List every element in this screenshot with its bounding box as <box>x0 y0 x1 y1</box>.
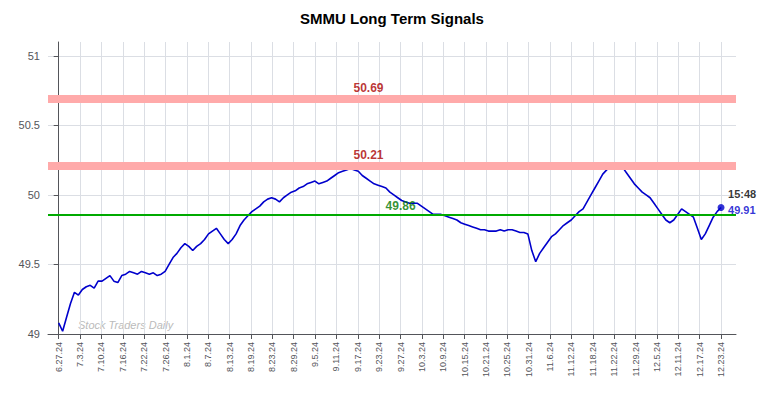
svg-text:10.15.24: 10.15.24 <box>460 342 470 377</box>
svg-text:8.23.24: 8.23.24 <box>267 342 277 372</box>
svg-text:7.22.24: 7.22.24 <box>139 342 149 372</box>
svg-text:49.86: 49.86 <box>386 199 416 213</box>
svg-text:12.5.24: 12.5.24 <box>652 342 662 372</box>
svg-text:15:48: 15:48 <box>728 188 756 200</box>
svg-text:49.91: 49.91 <box>728 204 756 216</box>
svg-text:9.27.24: 9.27.24 <box>396 342 406 372</box>
svg-text:11.6.24: 11.6.24 <box>545 342 555 371</box>
svg-text:49: 49 <box>28 328 40 340</box>
svg-text:9.23.24: 9.23.24 <box>374 342 384 372</box>
svg-text:11.29.24: 11.29.24 <box>631 342 641 376</box>
svg-text:11.18.24: 11.18.24 <box>588 342 598 376</box>
svg-text:7.26.24: 7.26.24 <box>161 342 171 372</box>
svg-text:7.3.24: 7.3.24 <box>75 342 85 367</box>
svg-text:50.69: 50.69 <box>353 81 383 95</box>
svg-text:7.16.24: 7.16.24 <box>118 342 128 372</box>
svg-text:7.10.24: 7.10.24 <box>96 342 106 372</box>
svg-text:10.25.24: 10.25.24 <box>502 342 512 377</box>
svg-text:10.31.24: 10.31.24 <box>524 342 534 377</box>
svg-text:8.1.24: 8.1.24 <box>182 342 192 367</box>
svg-text:49.5: 49.5 <box>19 258 40 270</box>
svg-text:50.21: 50.21 <box>353 148 383 162</box>
svg-text:Stock Traders Daily: Stock Traders Daily <box>78 319 175 331</box>
svg-text:51: 51 <box>28 50 40 62</box>
svg-text:8.13.24: 8.13.24 <box>225 342 235 372</box>
svg-text:SMMU Long Term Signals: SMMU Long Term Signals <box>300 10 484 27</box>
svg-text:10.9.24: 10.9.24 <box>438 342 448 372</box>
svg-text:10.21.24: 10.21.24 <box>481 342 491 377</box>
svg-text:9.17.24: 9.17.24 <box>353 342 363 372</box>
svg-text:9.11.24: 9.11.24 <box>331 342 341 371</box>
svg-text:12.23.24: 12.23.24 <box>716 342 726 377</box>
svg-text:8.19.24: 8.19.24 <box>246 342 256 372</box>
svg-text:11.22.24: 11.22.24 <box>609 342 619 376</box>
svg-text:12.17.24: 12.17.24 <box>695 342 705 377</box>
svg-text:8.29.24: 8.29.24 <box>289 342 299 372</box>
svg-text:8.7.24: 8.7.24 <box>203 342 213 367</box>
svg-text:9.5.24: 9.5.24 <box>310 342 320 367</box>
svg-text:50: 50 <box>28 189 40 201</box>
svg-text:11.12.24: 11.12.24 <box>566 342 576 376</box>
svg-text:12.11.24: 12.11.24 <box>673 342 683 376</box>
svg-text:50.5: 50.5 <box>19 119 40 131</box>
svg-text:10.3.24: 10.3.24 <box>417 342 427 372</box>
svg-text:6.27.24: 6.27.24 <box>54 342 64 372</box>
